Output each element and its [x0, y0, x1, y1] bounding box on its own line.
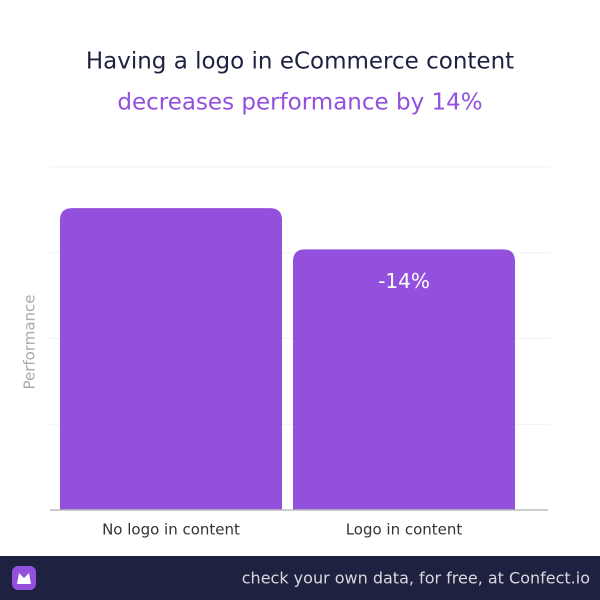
x-tick-label: Logo in content: [346, 521, 463, 539]
logo-crown: [17, 573, 31, 584]
footer-band: [0, 556, 600, 600]
bar: [293, 249, 515, 510]
footer-text: check your own data, for free, at Confec…: [242, 569, 590, 588]
annotation: -14%: [378, 269, 430, 293]
x-tick-label: No logo in content: [102, 521, 240, 539]
chart-title: Having a logo in eCommerce content: [86, 49, 514, 75]
chart-subtitle: decreases performance by 14%: [117, 90, 482, 116]
y-axis-label: Performance: [21, 294, 39, 389]
bar: [60, 208, 282, 510]
